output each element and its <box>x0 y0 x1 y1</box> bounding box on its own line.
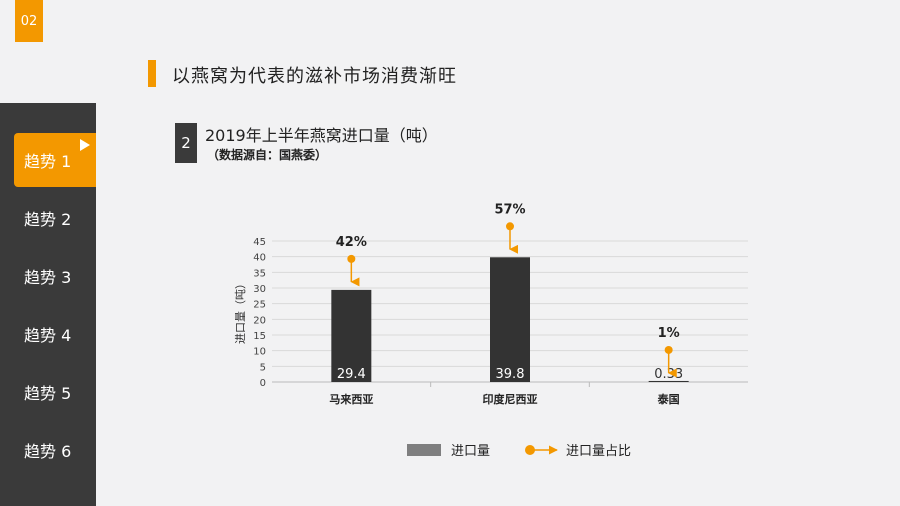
bar <box>331 289 372 382</box>
legend-label-share: 进口量占比 <box>566 444 631 459</box>
y-tick-label: 20 <box>253 315 266 326</box>
share-dot <box>664 345 673 354</box>
x-category-label: 马来西亚 <box>329 392 373 406</box>
y-tick-label: 0 <box>260 378 266 389</box>
y-tick-label: 15 <box>253 331 266 342</box>
share-dot <box>347 254 356 263</box>
bar-value-label: 29.4 <box>337 367 366 382</box>
bar-value-label: 39.8 <box>496 367 525 382</box>
bar-value-label: 0.33 <box>654 367 683 382</box>
chart-title: 2019年上半年燕窝进口量（吨） <box>205 126 438 145</box>
sidebar-item-label: 趋势 3 <box>24 268 72 287</box>
bar <box>648 380 689 382</box>
sidebar-item-label: 趋势 6 <box>24 442 72 461</box>
y-tick-label: 30 <box>253 284 266 295</box>
play-icon <box>80 139 90 151</box>
share-label: 57% <box>494 202 525 217</box>
legend-dot-marker <box>525 445 535 455</box>
sidebar-item-label: 趋势 5 <box>24 384 72 403</box>
chart-source: （数据源自：国燕委） <box>207 148 328 162</box>
page-headline: 以燕窝为代表的滋补市场消费渐旺 <box>172 66 457 87</box>
sidebar-item-trend-1[interactable]: 趋势 1 <box>14 133 96 187</box>
y-tick-label: 25 <box>253 300 266 311</box>
sidebar-item-label: 趋势 2 <box>24 210 72 229</box>
y-tick-label: 35 <box>253 268 266 279</box>
x-category-label: 泰国 <box>657 392 680 406</box>
y-tick-label: 45 <box>253 237 266 248</box>
sidebar-item-trend-6[interactable]: 趋势 6 <box>0 423 96 477</box>
share-dot <box>506 222 514 231</box>
legend-bar-swatch <box>407 444 441 456</box>
bar <box>490 257 530 382</box>
sidebar-item-trend-4[interactable]: 趋势 4 <box>0 307 96 361</box>
y-tick-label: 10 <box>253 347 266 358</box>
y-axis-label: 进口量（吨） <box>234 278 247 344</box>
section-number-badge: 2 <box>175 123 197 163</box>
sidebar-item-trend-2[interactable]: 趋势 2 <box>0 191 96 245</box>
page-number: 02 <box>15 0 43 42</box>
share-label: 1% <box>658 326 680 341</box>
sidebar: 趋势 1 趋势 2 趋势 3 趋势 4 趋势 5 趋势 6 <box>0 103 96 506</box>
legend-label-volume: 进口量 <box>451 444 490 459</box>
sidebar-item-trend-3[interactable]: 趋势 3 <box>0 249 96 303</box>
sidebar-item-label: 趋势 1 <box>24 152 72 171</box>
headline-accent-bar <box>148 60 156 87</box>
sidebar-item-label: 趋势 4 <box>24 326 72 345</box>
sidebar-item-trend-5[interactable]: 趋势 5 <box>0 365 96 419</box>
y-tick-label: 40 <box>253 253 266 264</box>
y-tick-label: 5 <box>260 362 266 373</box>
share-label: 42% <box>336 235 367 250</box>
x-category-label: 印度尼西亚 <box>483 392 538 406</box>
